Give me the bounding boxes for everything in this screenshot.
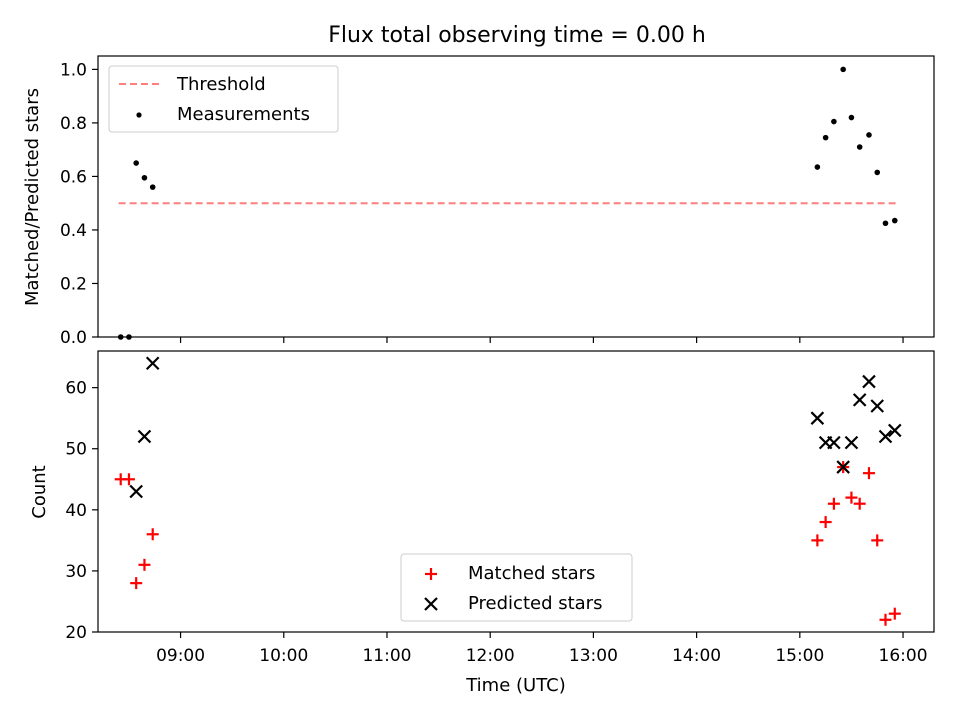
measurements-legend-swatch — [136, 112, 142, 118]
predicted-stars-series — [129, 356, 902, 499]
predicted-star-point — [878, 429, 893, 444]
measurement-point — [840, 66, 846, 73]
x-tick-label: 11:00 — [362, 646, 411, 666]
measurements-legend-label: Measurements — [177, 104, 310, 125]
matched-star-point — [853, 497, 866, 510]
measurement-point — [149, 184, 156, 190]
bottom-legend: Matched stars Predicted stars — [400, 553, 633, 622]
matched-star-point — [146, 528, 159, 541]
top-y-ticks: 0.0 0.2 0.4 0.6 0.8 1.0 — [60, 60, 98, 348]
measurement-point — [882, 220, 889, 227]
matched-star-point — [862, 467, 875, 480]
matched-star-point — [871, 534, 884, 547]
predicted-star-point — [844, 435, 859, 450]
bottom-plot-area — [97, 350, 935, 633]
bottom-panel: Count Time (UTC) 20 30 40 50 60 09:00 10:00 11… — [29, 350, 935, 696]
top-y-tick-label: 0.6 — [60, 167, 87, 187]
x-tick-label: 12:00 — [466, 646, 515, 666]
predicted-stars-legend-swatch — [424, 597, 438, 611]
matched-star-point — [879, 613, 892, 626]
x-tick-label: 15:00 — [775, 646, 824, 666]
measurement-point — [117, 334, 124, 340]
top-x-ticks — [179, 337, 904, 343]
predicted-star-point — [862, 374, 876, 389]
matched-star-point — [888, 607, 901, 620]
bottom-x-ticks: 09:00 10:00 11:00 12:00 13:00 14:00 15:00 16:00 — [156, 632, 928, 666]
matched-stars-legend-swatch — [425, 568, 437, 580]
top-legend-box — [108, 65, 339, 133]
measurement-point — [866, 132, 872, 138]
measurement-point — [126, 334, 132, 340]
x-tick-label: 13:00 — [569, 646, 618, 666]
measurement-point — [891, 217, 898, 224]
matched-star-point — [138, 558, 151, 571]
matched-star-point — [827, 497, 840, 510]
top-y-tick-label: 0.0 — [60, 328, 87, 348]
threshold-legend-label: Threshold — [176, 74, 266, 95]
bottom-y-tick-label: 60 — [65, 379, 87, 399]
top-y-tick-label: 0.8 — [60, 114, 87, 134]
matched-star-point — [122, 473, 135, 486]
top-y-tick-label: 0.4 — [60, 221, 87, 241]
bottom-y-tick-label: 50 — [65, 440, 87, 460]
bottom-y-tick-label: 40 — [65, 501, 87, 521]
measurement-point — [848, 114, 855, 121]
matched-stars-legend-label: Matched stars — [468, 563, 595, 584]
top-plot-area — [97, 55, 935, 338]
predicted-star-point — [129, 484, 143, 499]
bottom-y-tick-label: 30 — [65, 562, 87, 582]
bottom-y-axis-label: Count — [29, 465, 50, 518]
top-legend: Threshold Measurements — [108, 65, 339, 133]
measurement-point — [831, 118, 837, 125]
matched-stars-series — [114, 461, 901, 626]
predicted-star-point — [870, 399, 885, 413]
predicted-star-point — [145, 356, 160, 370]
predicted-star-point — [888, 423, 902, 438]
matched-star-point — [819, 516, 832, 529]
bottom-legend-box — [400, 553, 633, 622]
bottom-y-ticks: 20 30 40 50 60 — [65, 379, 98, 643]
top-y-tick-label: 0.2 — [60, 274, 87, 294]
top-panel: Matched/Predicted stars 0.0 0.2 0.4 0.6 0.8 1… — [22, 55, 935, 348]
measurement-point — [856, 144, 863, 150]
measurement-point — [133, 160, 139, 166]
measurement-point — [141, 174, 148, 181]
measurement-point — [822, 134, 829, 141]
predicted-star-point — [836, 460, 850, 474]
chart-title: Flux total observing time = 0.00 h — [328, 23, 706, 48]
bottom-y-tick-label: 20 — [65, 623, 87, 643]
predicted-star-point — [827, 435, 841, 450]
matched-star-point — [845, 491, 858, 504]
top-y-tick-label: 1.0 — [60, 60, 87, 80]
x-tick-label: 10:00 — [259, 646, 308, 666]
x-tick-label: 14:00 — [672, 646, 721, 666]
top-y-axis-label: Matched/Predicted stars — [22, 88, 43, 306]
matched-star-point — [811, 534, 824, 547]
predicted-star-point — [810, 411, 825, 425]
predicted-star-point — [852, 393, 867, 407]
x-tick-label: 16:00 — [879, 646, 928, 666]
predicted-star-point — [137, 429, 152, 444]
measurement-point — [814, 164, 821, 170]
matched-star-point — [130, 577, 143, 590]
measurement-point — [874, 169, 881, 176]
measurements-series — [117, 66, 898, 340]
predicted-stars-legend-label: Predicted stars — [468, 593, 602, 614]
x-tick-label: 09:00 — [156, 646, 205, 666]
x-axis-label: Time (UTC) — [465, 675, 566, 696]
